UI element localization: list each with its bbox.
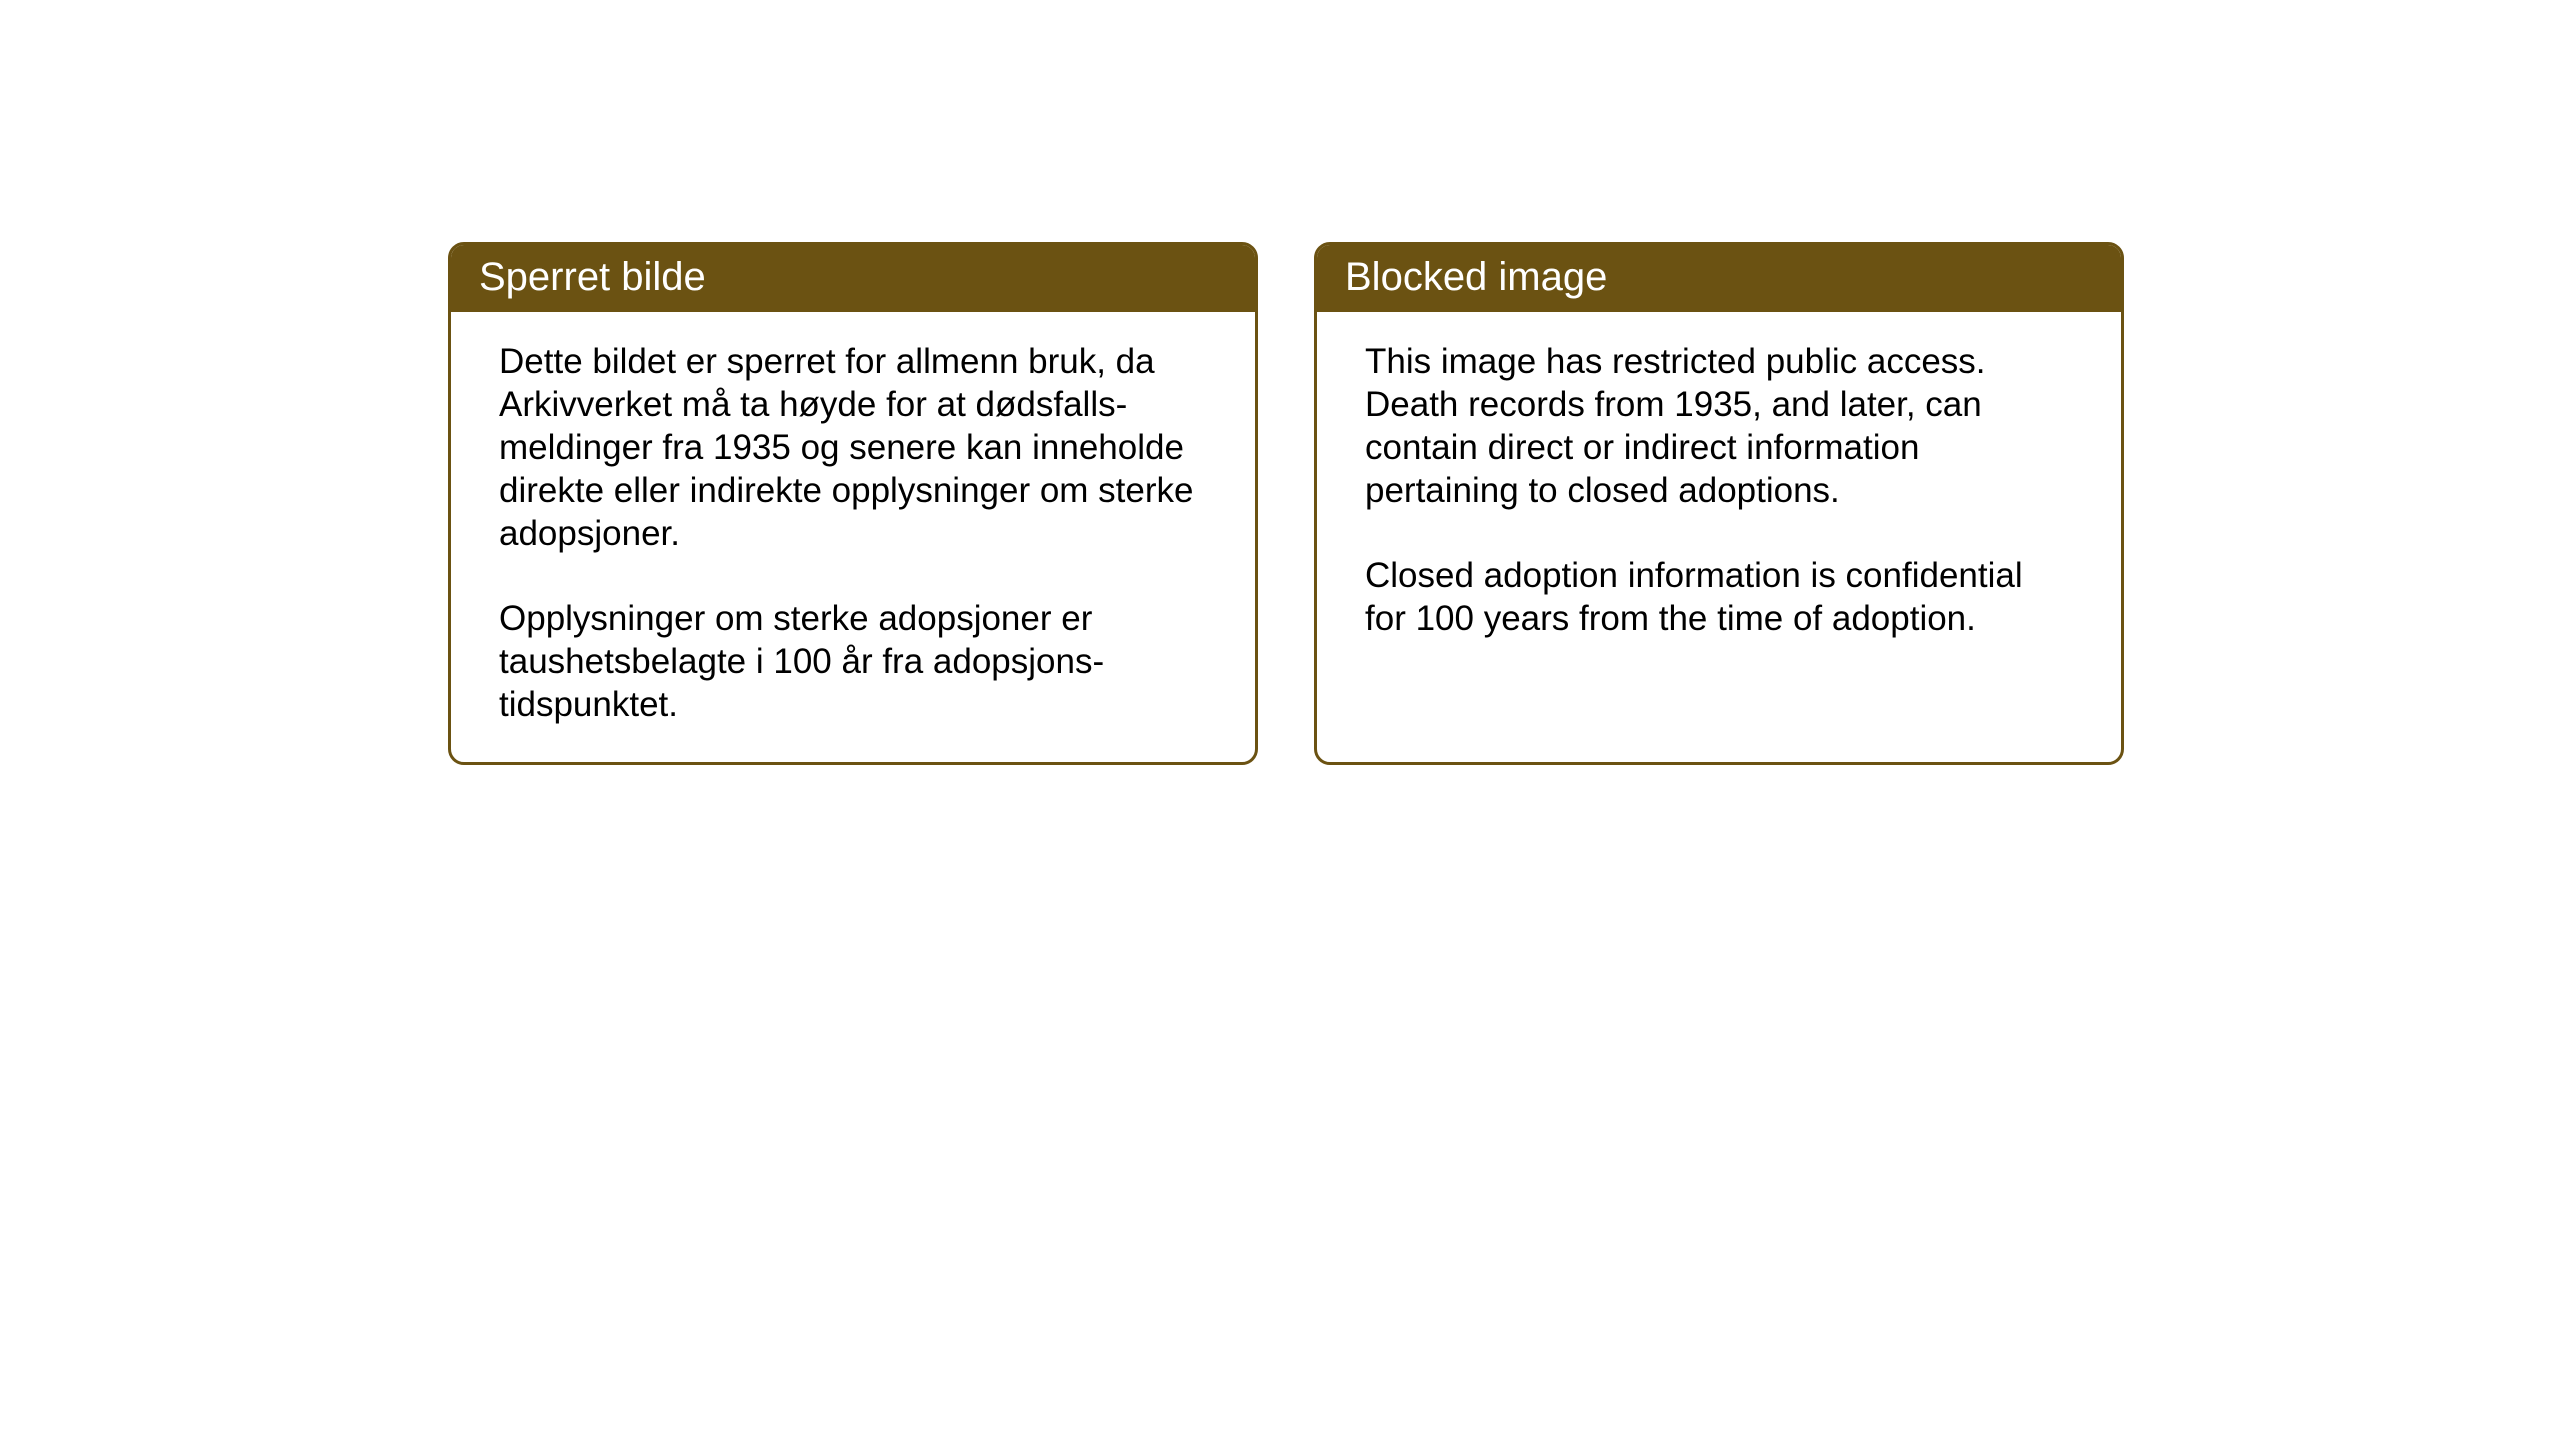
notice-header-english: Blocked image (1317, 245, 2121, 312)
notice-paragraph-1-english: This image has restricted public access.… (1365, 340, 2073, 512)
notice-paragraph-2-english: Closed adoption information is confident… (1365, 554, 2073, 640)
notice-body-english: This image has restricted public access.… (1317, 312, 2121, 712)
notice-paragraph-1-norwegian: Dette bildet er sperret for allmenn bruk… (499, 340, 1207, 555)
notice-header-norwegian: Sperret bilde (451, 245, 1255, 312)
notice-body-norwegian: Dette bildet er sperret for allmenn bruk… (451, 312, 1255, 762)
notice-container: Sperret bilde Dette bildet er sperret fo… (448, 242, 2124, 765)
notice-title-english: Blocked image (1345, 255, 1607, 299)
notice-title-norwegian: Sperret bilde (479, 255, 706, 299)
notice-card-english: Blocked image This image has restricted … (1314, 242, 2124, 765)
notice-card-norwegian: Sperret bilde Dette bildet er sperret fo… (448, 242, 1258, 765)
notice-paragraph-2-norwegian: Opplysninger om sterke adopsjoner er tau… (499, 597, 1207, 726)
